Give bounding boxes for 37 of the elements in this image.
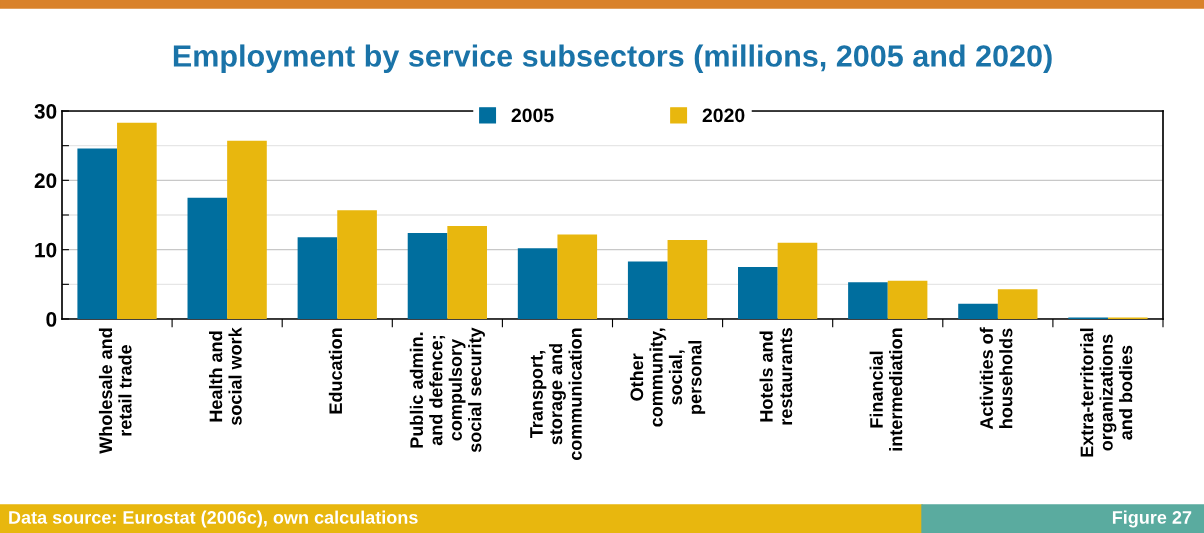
bar	[627, 261, 668, 319]
legend-label: 2005	[511, 108, 554, 123]
y-tick-label: 20	[34, 173, 57, 189]
bar	[848, 282, 888, 319]
bar	[407, 233, 448, 319]
legend-label: 2020	[702, 108, 745, 123]
x-tick-label: Wholesale and retail trade	[98, 328, 132, 454]
x-tick-label: Transport, storage and communication	[530, 328, 582, 461]
bar	[447, 226, 487, 319]
bar	[187, 197, 228, 319]
x-tick-label: Extra-territorial organizations and bodies	[1080, 328, 1133, 457]
y-tick-label: 0	[46, 312, 57, 327]
x-tick-label: Health and social work	[209, 327, 242, 426]
bar	[227, 140, 267, 319]
x-tick-label: Education	[328, 328, 343, 414]
x-tick-label: Activities of households	[979, 327, 1013, 430]
x-tick-label: Financial intermediation	[869, 328, 903, 451]
caption: Figure 27	[1112, 510, 1192, 528]
bar	[297, 237, 338, 319]
bar	[887, 280, 928, 319]
x-tick-label: Public admin. and defence; compulsory social security	[409, 327, 485, 453]
y-tick-label: 10	[35, 242, 57, 258]
bar	[958, 303, 998, 319]
bar	[557, 234, 598, 319]
bar	[777, 242, 818, 319]
bar	[337, 210, 377, 319]
bar	[77, 148, 118, 319]
bar	[117, 122, 157, 319]
bar	[738, 267, 778, 319]
y-tick-label: 30	[34, 104, 57, 119]
bar	[997, 289, 1038, 319]
x-tick-label: Hotels and restaurants	[759, 328, 793, 425]
x-tick-label: Other community, social, personal	[629, 328, 706, 427]
source-note: Data source: Eurostat (2006c), own calculations	[9, 510, 418, 528]
bar	[667, 239, 708, 319]
chart-title: Employment by service subsectors (millions, 2005 and 2020)	[173, 44, 1052, 73]
bar	[517, 248, 558, 319]
